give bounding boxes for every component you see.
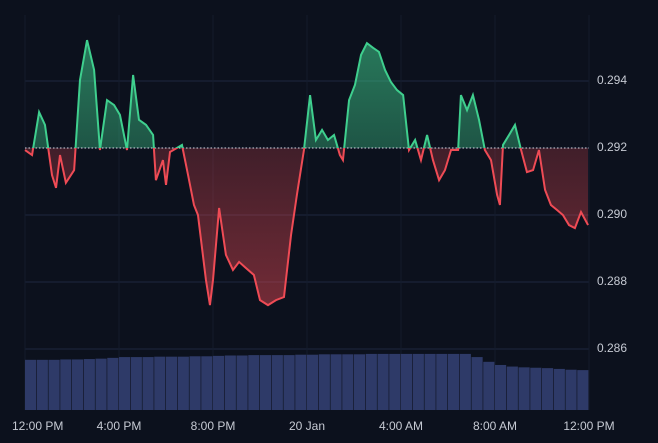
volume-bar [377,353,389,410]
volume-bar [177,356,189,410]
volume-bar [72,359,84,410]
volume-bar [530,367,542,410]
volume-bar [260,355,272,410]
volume-bar [565,369,577,410]
volume-bar [107,357,119,410]
volume-bar [48,359,60,410]
x-tick-label: 12:00 PM [12,419,63,433]
volume-bar [483,361,495,410]
volume-bar [518,367,530,410]
volume-bar [119,357,131,410]
volume-bar [495,364,507,410]
volume-bar [36,359,48,410]
volume-bar [330,354,342,410]
volume-bar [142,357,154,410]
volume-bar [25,359,37,410]
volume-bar [342,354,354,410]
volume-bar [201,356,213,410]
y-tick-label: 0.288 [597,274,627,288]
volume-bar [248,355,260,410]
y-tick-label: 0.286 [597,341,627,355]
volume-bar [224,355,236,410]
volume-bar [318,354,330,410]
area-up [33,40,521,149]
volume-bar [130,357,142,410]
volume-bar [60,359,72,410]
volume-bar [189,356,201,410]
volume-bar [365,353,377,410]
x-tick-label: 8:00 AM [473,419,517,433]
volume-bar [436,353,448,410]
volume-bar [553,368,565,410]
volume-bar [424,353,436,410]
area-down [25,148,589,306]
volume-bar [354,354,366,410]
y-tick-label: 0.290 [597,207,627,221]
volume-bar [401,353,413,410]
x-tick-label: 20 Jan [289,419,325,433]
volume-bar [448,353,460,410]
volume-bar [166,356,178,410]
volume-bar [577,370,589,410]
volume-bar [307,354,319,410]
volume-bar [236,355,248,410]
volume-bar [95,358,107,410]
volume-bar [83,359,95,410]
volume-bar [459,353,471,410]
volume-bar [412,353,424,410]
volume-bar [506,366,518,410]
x-tick-label: 4:00 AM [379,419,423,433]
volume-bar [271,355,283,410]
volume-bar [213,355,225,410]
line-up [32,39,522,149]
volume-bar [389,353,401,410]
volume-bar [154,356,166,410]
volume-bar [471,357,483,410]
y-tick-label: 0.294 [597,73,627,87]
x-tick-label: 8:00 PM [191,419,236,433]
y-tick-label: 0.292 [597,140,627,154]
volume-bar [542,368,554,410]
volume-bar [295,354,307,410]
x-tick-label: 12:00 PM [563,419,614,433]
volume-bar [283,355,295,410]
x-tick-label: 4:00 PM [97,419,142,433]
line-down [24,148,589,307]
